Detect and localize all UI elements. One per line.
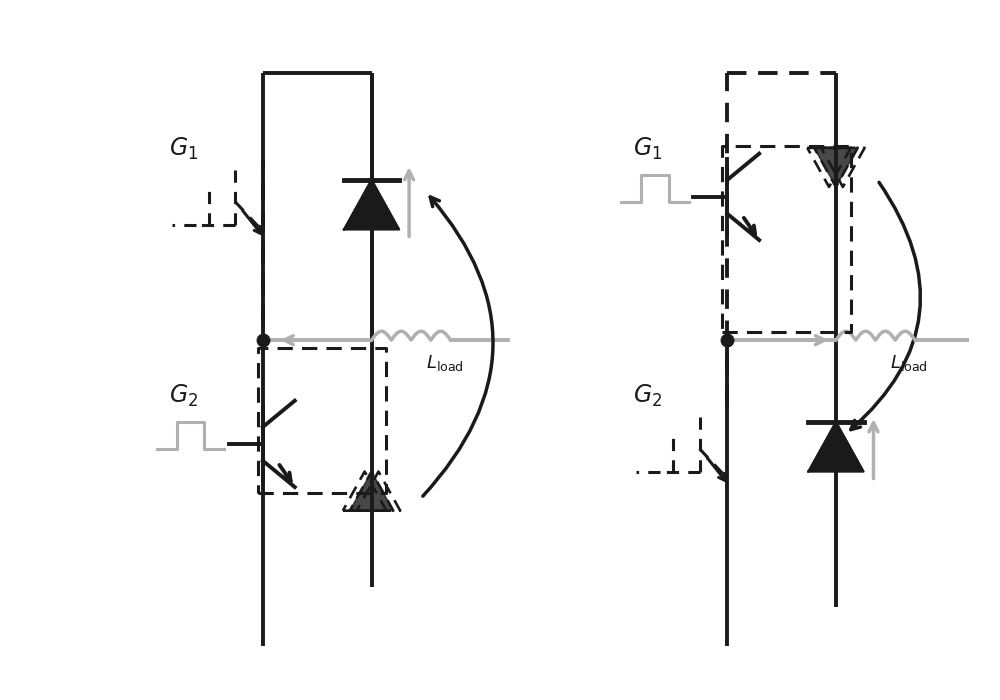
- Text: $G_1$: $G_1$: [169, 135, 198, 162]
- Text: $G_1$: $G_1$: [633, 135, 663, 162]
- Text: $G_2$: $G_2$: [633, 382, 663, 409]
- Polygon shape: [350, 472, 393, 511]
- Polygon shape: [808, 421, 864, 472]
- Polygon shape: [344, 180, 399, 230]
- Text: $L_{\rm load}$: $L_{\rm load}$: [890, 353, 928, 373]
- Text: $G_2$: $G_2$: [169, 382, 198, 409]
- Text: $L_{\rm load}$: $L_{\rm load}$: [426, 353, 464, 373]
- Polygon shape: [814, 148, 858, 187]
